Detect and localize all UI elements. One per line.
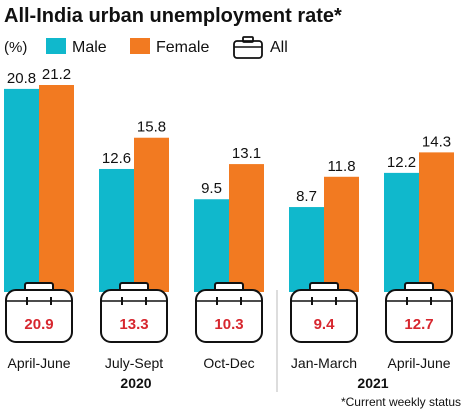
year-label-2021: 2021 bbox=[357, 375, 388, 391]
legend-all-label: All bbox=[270, 39, 288, 56]
bar-male-3 bbox=[194, 199, 229, 292]
briefcase-icon-5 bbox=[385, 289, 453, 343]
category-label-1: April-June bbox=[7, 355, 70, 371]
legend-female-label: Female bbox=[156, 39, 209, 56]
all-value-label-1: 20.9 bbox=[24, 316, 53, 333]
year-label-2020: 2020 bbox=[120, 375, 151, 391]
legend: Male Female All bbox=[46, 36, 288, 59]
value-label-female-1: 21.2 bbox=[42, 66, 71, 83]
value-label-male-1: 20.8 bbox=[7, 70, 36, 87]
legend-male-label: Male bbox=[72, 39, 107, 56]
legend-briefcase-icon bbox=[233, 36, 263, 59]
unit-label: (%) bbox=[4, 39, 27, 56]
bar-male-2 bbox=[99, 168, 134, 292]
category-label-5: April-June bbox=[387, 355, 450, 371]
all-value-label-2: 13.3 bbox=[119, 316, 148, 333]
value-label-male-5: 12.2 bbox=[387, 154, 416, 171]
chart-title: All-India urban unemployment rate* bbox=[4, 5, 342, 27]
bar-female-4 bbox=[324, 176, 359, 292]
chart-marks: 20.8 21.2 20.9 April-June 12.6 15.8 13.3 July-S… bbox=[4, 66, 454, 371]
bar-female-2 bbox=[134, 137, 169, 292]
briefcase-icon-2 bbox=[100, 289, 168, 343]
all-value-label-3: 10.3 bbox=[214, 316, 243, 333]
bar-male-5 bbox=[384, 172, 419, 292]
all-value-label-5: 12.7 bbox=[404, 316, 433, 333]
bar-female-1 bbox=[39, 85, 74, 292]
category-label-3: Oct-Dec bbox=[203, 355, 254, 371]
briefcase-icon-1 bbox=[5, 289, 73, 343]
footnote: *Current weekly status bbox=[341, 395, 461, 409]
value-label-male-4: 8.7 bbox=[296, 188, 317, 205]
category-label-2: July-Sept bbox=[105, 355, 163, 371]
value-label-male-3: 9.5 bbox=[201, 180, 222, 197]
value-label-female-2: 15.8 bbox=[137, 119, 166, 136]
value-label-female-5: 14.3 bbox=[422, 133, 451, 150]
briefcase-icon-4 bbox=[290, 289, 358, 343]
value-label-female-4: 11.8 bbox=[327, 158, 355, 175]
legend-female-swatch bbox=[130, 38, 150, 54]
legend-male-swatch bbox=[46, 38, 66, 54]
all-value-label-4: 9.4 bbox=[314, 316, 336, 333]
value-label-male-2: 12.6 bbox=[102, 150, 131, 167]
briefcase-icon-3 bbox=[195, 289, 263, 343]
bar-male-1 bbox=[4, 88, 39, 292]
bar-male-4 bbox=[289, 207, 324, 292]
value-label-female-3: 13.1 bbox=[232, 145, 261, 162]
bar-female-5 bbox=[419, 152, 454, 292]
category-label-4: Jan-March bbox=[291, 355, 357, 371]
bar-female-3 bbox=[229, 164, 264, 292]
